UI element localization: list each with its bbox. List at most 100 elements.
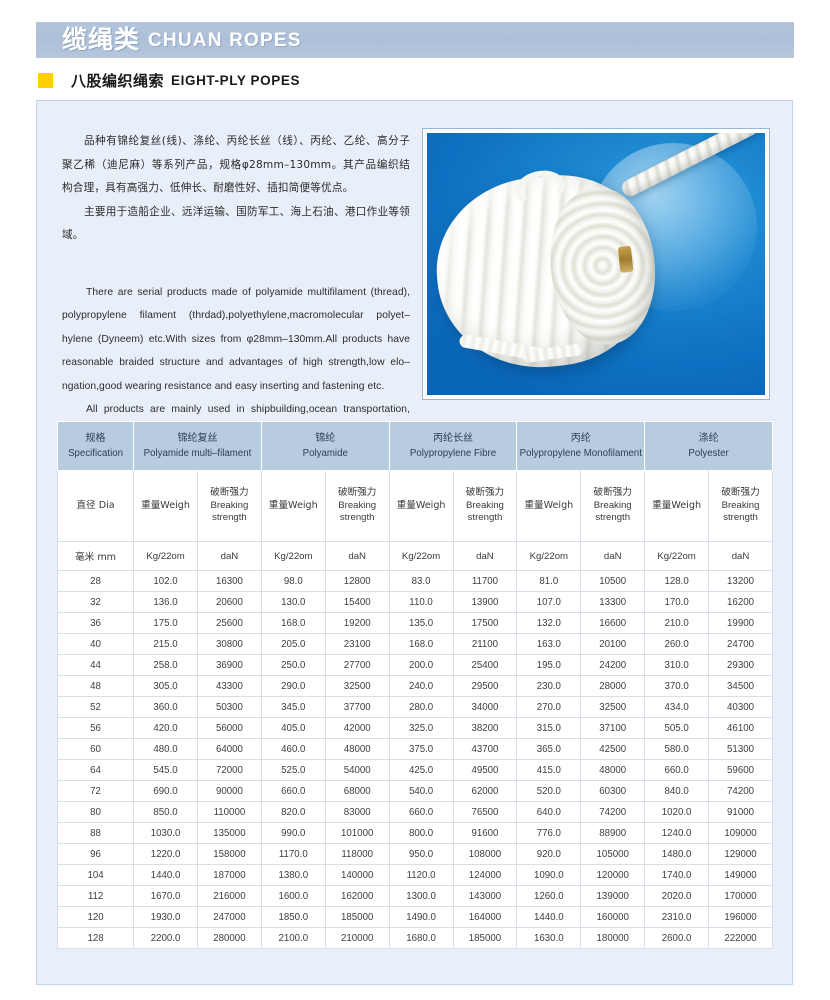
cell-value: 640.0: [516, 801, 582, 823]
subheader-cell-6: 破断强力 Breaking strength: [452, 470, 518, 542]
cell-value: 98.0: [260, 570, 326, 592]
cell-value: 325.0: [388, 717, 454, 739]
cell-value: 34000: [452, 696, 518, 718]
subheader-cell-8: 破断强力 Breaking strength: [580, 470, 646, 542]
cell-value: 990.0: [260, 822, 326, 844]
subheader-cell-6-cn: 破断强力: [465, 487, 505, 499]
subheader-cell-2: 破断强力 Breaking strength: [196, 470, 262, 542]
group-header-specification-en: Specification: [68, 448, 124, 459]
cell-value: 143000: [452, 885, 518, 907]
cell-value: 24200: [580, 654, 646, 676]
subheader-cell-2-cn: 破断强力: [210, 487, 249, 499]
subheader-cell-8-cn: 破断强力: [593, 487, 632, 499]
group-header-polyester-en: Polyester: [688, 448, 729, 459]
cell-value: 210000: [324, 927, 390, 949]
subheader-cell-3-cn: 重量Weigh: [268, 499, 318, 511]
cell-value: 16200: [708, 591, 773, 613]
cell-value: 222000: [708, 927, 773, 949]
cell-value: 101000: [324, 822, 390, 844]
cell-value: 187000: [196, 864, 262, 886]
unit-cell-1: Kg/22om: [133, 541, 198, 571]
cell-value: 415.0: [516, 759, 582, 781]
unit-label: daN: [348, 550, 366, 562]
subheader-cell-10-cn: 破断强力: [721, 487, 760, 499]
page-title-en: CHUAN ROPES: [148, 29, 302, 51]
subheader-cell-4-cn: 破断强力: [338, 487, 377, 499]
table-row: 96 1220.0 158000 1170.0 118000 950.0 108000 920…: [56, 843, 773, 865]
cell-value: 434.0: [644, 696, 710, 718]
cell-value: 216000: [196, 885, 262, 907]
cell-value: 135.0: [388, 612, 454, 634]
unit-cell-7: Kg/22om: [516, 541, 582, 571]
subheader-cell-7-cn: 重量Weigh: [524, 499, 574, 511]
cell-value: 43300: [196, 675, 262, 697]
group-header-polypropylene-monofilament-cn: 丙纶: [570, 433, 591, 444]
unit-label: Kg/22om: [146, 550, 185, 562]
table-row: 60 480.0 64000 460.0 48000 375.0 43700 365.0 425…: [56, 738, 773, 760]
cell-value: 13900: [452, 591, 518, 613]
section-subtitle: 八股编织绳索 EIGHT-PLY POPES: [36, 66, 794, 94]
cell-value: 19200: [324, 612, 390, 634]
product-photo-frame: [422, 128, 770, 400]
page-title-bar: 缆绳类 CHUAN ROPES: [36, 22, 794, 58]
bullet-square-icon: [38, 72, 53, 88]
cell-value: 56000: [196, 717, 262, 739]
cell-value: 32500: [324, 675, 390, 697]
table-header: 规格 Specification 锦纶复丝 Polyamide multi–fi…: [56, 421, 773, 571]
cell-value: 64000: [196, 738, 262, 760]
cell-value: 175.0: [133, 612, 198, 634]
cell-value: 20600: [196, 591, 262, 613]
cell-diameter: 40: [56, 633, 135, 655]
cell-value: 23100: [324, 633, 390, 655]
cell-value: 68000: [324, 780, 390, 802]
cell-value: 505.0: [644, 717, 710, 739]
cell-diameter: 48: [56, 675, 135, 697]
cell-value: 20100: [580, 633, 646, 655]
table-row: 32 136.0 20600 130.0 15400 110.0 13900 107.0 133…: [56, 591, 773, 613]
subheader-cell-5-cn: 重量Weigh: [396, 499, 446, 511]
cell-value: 16600: [580, 612, 646, 634]
cell-diameter: 80: [56, 801, 135, 823]
cell-value: 48000: [580, 759, 646, 781]
cell-value: 1120.0: [388, 864, 454, 886]
cell-diameter: 104: [56, 864, 135, 886]
cell-value: 660.0: [644, 759, 710, 781]
cell-value: 1630.0: [516, 927, 582, 949]
cell-value: 950.0: [388, 843, 454, 865]
unit-label: Kg/22om: [657, 550, 696, 562]
cell-value: 76500: [452, 801, 518, 823]
cell-value: 164000: [452, 906, 518, 928]
cell-value: 12800: [324, 570, 390, 592]
unit-cell-3: Kg/22om: [260, 541, 326, 571]
subheader-cell-4-en: Breaking: [338, 499, 377, 511]
cell-diameter: 56: [56, 717, 135, 739]
cell-value: 250.0: [260, 654, 326, 676]
cell-diameter: 72: [56, 780, 135, 802]
cell-diameter: 88: [56, 822, 135, 844]
cell-value: 170.0: [644, 591, 710, 613]
cell-diameter: 36: [56, 612, 135, 634]
group-header-polypropylene-fibre: 丙纶长丝 Polypropylene Fibre: [388, 421, 518, 471]
cell-value: 88900: [580, 822, 646, 844]
cell-value: 29500: [452, 675, 518, 697]
cell-value: 1300.0: [388, 885, 454, 907]
group-header-polyamide: 锦纶 Polyamide: [260, 421, 390, 471]
cell-value: 2600.0: [644, 927, 710, 949]
subheader-cell-5: 重量Weigh: [388, 470, 454, 542]
cell-value: 48000: [324, 738, 390, 760]
cell-value: 37100: [580, 717, 646, 739]
cell-value: 149000: [708, 864, 773, 886]
unit-cell-6: daN: [452, 541, 518, 571]
unit-cell-9: Kg/22om: [644, 541, 710, 571]
cell-value: 74200: [708, 780, 773, 802]
cell-value: 163.0: [516, 633, 582, 655]
cell-diameter: 112: [56, 885, 135, 907]
cell-diameter: 52: [56, 696, 135, 718]
cell-value: 1030.0: [133, 822, 198, 844]
group-header-polypropylene-fibre-en: Polypropylene Fibre: [409, 448, 497, 459]
cell-value: 132.0: [516, 612, 582, 634]
cell-value: 27700: [324, 654, 390, 676]
cell-value: 280.0: [388, 696, 454, 718]
cell-value: 420.0: [133, 717, 198, 739]
cell-value: 158000: [196, 843, 262, 865]
